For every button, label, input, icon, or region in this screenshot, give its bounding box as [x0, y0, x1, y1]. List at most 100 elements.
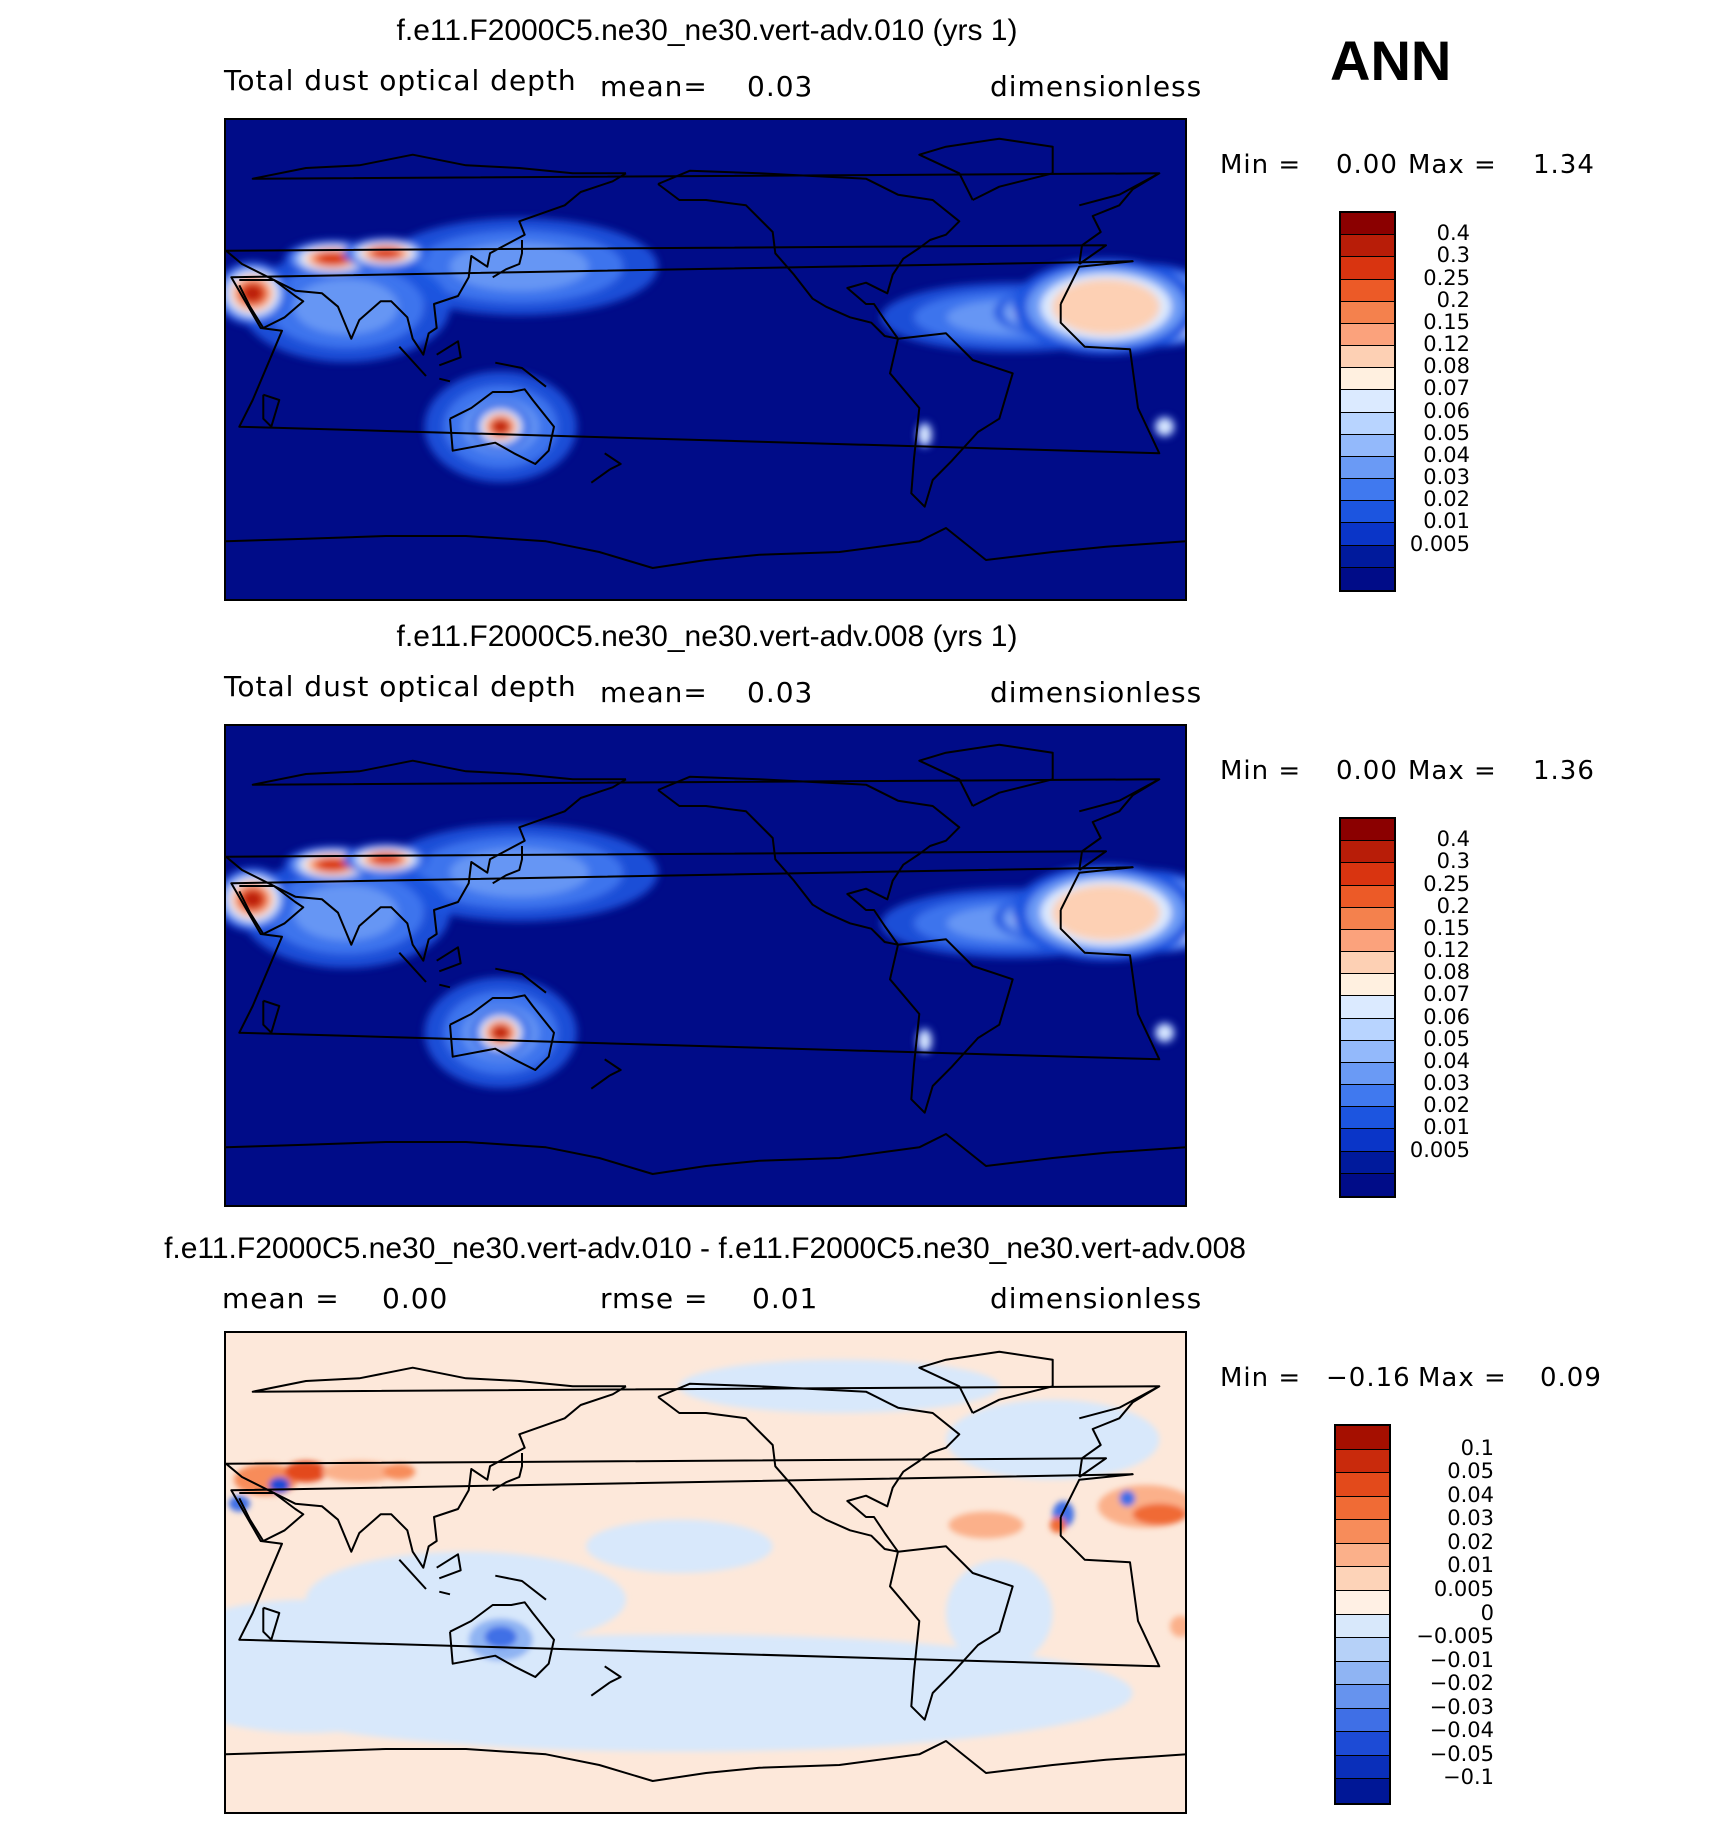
colorbar-tick-label: −0.03: [1429, 1694, 1494, 1719]
colorbar-cell: [1341, 1085, 1394, 1108]
coastline: [657, 1382, 961, 1553]
colorbar-tick-label: 0.02: [1423, 1093, 1470, 1118]
colorbar-tick-label: 0.04: [1423, 442, 1470, 467]
colorbar-cell: [1341, 456, 1394, 480]
coastline: [604, 1665, 622, 1684]
colorbar-cell: [1336, 1732, 1389, 1756]
colorbar-cell: [1341, 863, 1394, 886]
colorbar-cell: [1336, 1590, 1389, 1615]
panel3-rmse-value: 0.01: [752, 1282, 819, 1315]
coastline: [449, 994, 555, 1071]
colorbar-tick-label: 0.12: [1423, 332, 1470, 357]
colorbar-tick-label: 0.01: [1447, 1553, 1494, 1578]
coastline: [1078, 778, 1160, 871]
colorbar-cell: [1341, 1040, 1394, 1063]
coastline: [398, 1559, 427, 1590]
coastline: [226, 778, 1107, 962]
colorbar-cell: [1341, 1129, 1394, 1152]
colorbar-cell: [1341, 929, 1394, 953]
panel3-title: f.e11.F2000C5.ne30_ne30.vert-adv.010 - f…: [164, 1232, 1246, 1265]
map-field: [226, 726, 1185, 1205]
coastline: [262, 1606, 281, 1641]
colorbar-tick-label: 0.02: [1447, 1529, 1494, 1554]
colorbar-cell: [1336, 1473, 1389, 1497]
colorbar-cell: [1341, 952, 1394, 975]
colorbar-cell: [1336, 1708, 1389, 1733]
panel1-mean-label: mean=: [600, 70, 708, 103]
panel3-mean-label: mean =: [222, 1282, 340, 1315]
colorbar-cell: [1336, 1638, 1389, 1662]
colorbar-cell: [1336, 1520, 1389, 1544]
panel2-max-label: Max =: [1408, 756, 1497, 786]
coastline: [436, 1553, 462, 1580]
colorbar-tick-label: −0.01: [1429, 1647, 1494, 1672]
panel3-max-label: Max =: [1418, 1363, 1507, 1393]
colorbar-cell: [1341, 412, 1394, 435]
colorbar-cell: [1336, 1779, 1389, 1803]
panel3-max-value: 0.09: [1540, 1363, 1602, 1393]
panel3-min-label: Min =: [1220, 1363, 1302, 1393]
colorbar-tick-label: 0.05: [1447, 1459, 1494, 1484]
colorbar-cell: [1336, 1449, 1389, 1474]
coastline: [436, 340, 462, 367]
coastline: [230, 260, 1161, 455]
colorbar-cell: [1341, 907, 1394, 930]
coastline: [590, 468, 611, 484]
colorbar-tick-label: −0.1: [1443, 1765, 1494, 1790]
coastline: [230, 866, 1161, 1061]
colorbar-cell: [1336, 1614, 1389, 1639]
colorbar-tick-label: 0: [1480, 1600, 1494, 1625]
colorbar-tick-label: 0.005: [1409, 1137, 1470, 1162]
colorbar-tick-label: 0.08: [1423, 354, 1470, 379]
colorbar-tick-label: 0.08: [1423, 960, 1470, 985]
coastline: [492, 1453, 523, 1492]
coastline: [495, 1574, 547, 1601]
coastline: [604, 1058, 622, 1077]
coastline: [495, 361, 547, 388]
panel2-mean-value: 0.03: [747, 676, 814, 709]
coastline: [449, 388, 555, 465]
coastline: [657, 169, 961, 340]
colorbar-cell: [1341, 1173, 1394, 1196]
colorbar-tick-label: 0.06: [1423, 1004, 1470, 1029]
coastline: [262, 999, 281, 1034]
colorbar-tick-label: 0.005: [1409, 531, 1470, 556]
colorbar-cell: [1336, 1567, 1389, 1591]
panel2-min-label: Min =: [1220, 756, 1302, 786]
colorbar-cell: [1341, 368, 1394, 391]
colorbar-cell: [1341, 523, 1394, 546]
colorbar-cell: [1341, 1062, 1394, 1086]
panel1-colorbar-labels: 0.4 0.3 0.25 0.2 0.15 0.12 0.08 0.07 0.06 0.05 0.0…: [1400, 211, 1490, 592]
colorbar-cell: [1341, 257, 1394, 280]
panel2-variable: Total dust optical depth: [224, 670, 577, 703]
colorbar-cell: [1341, 1018, 1394, 1041]
panel3-min-value: −0.16: [1326, 1363, 1411, 1393]
colorbar-tick-label: 0.07: [1423, 376, 1470, 401]
colorbar-tick-label: 0.3: [1436, 849, 1470, 874]
coastline: [226, 1133, 1185, 1175]
coastline: [226, 172, 1107, 356]
colorbar-cell: [1336, 1426, 1389, 1450]
coastline: [590, 1681, 611, 1697]
colorbar-cell: [1341, 974, 1394, 997]
colorbar-tick-label: 0.25: [1423, 265, 1470, 290]
colorbar-cell: [1341, 841, 1394, 864]
panel3-map: [224, 1331, 1187, 1814]
colorbar-tick-label: 0.03: [1423, 1071, 1470, 1096]
colorbar-cell: [1341, 996, 1394, 1019]
colorbar-tick-label: −0.02: [1429, 1671, 1494, 1696]
panel2-title: f.e11.F2000C5.ne30_ne30.vert-adv.008 (yr…: [396, 620, 1018, 653]
colorbar-tick-label: −0.04: [1429, 1718, 1494, 1743]
colorbar-tick-label: 0.4: [1436, 221, 1470, 246]
coastline: [889, 1545, 1014, 1721]
colorbar-tick-label: 0.05: [1423, 420, 1470, 445]
panel2-colorbar: [1339, 817, 1396, 1198]
colorbar-tick-label: 0.06: [1423, 398, 1470, 423]
colorbar-cell: [1336, 1755, 1389, 1780]
coastline: [226, 527, 1185, 569]
coastline: [439, 983, 451, 989]
colorbar-tick-label: 0.2: [1436, 893, 1470, 918]
colorbar-cell: [1336, 1685, 1389, 1709]
panel1-units: dimensionless: [990, 70, 1203, 103]
panel3-colorbar: [1334, 1424, 1391, 1805]
